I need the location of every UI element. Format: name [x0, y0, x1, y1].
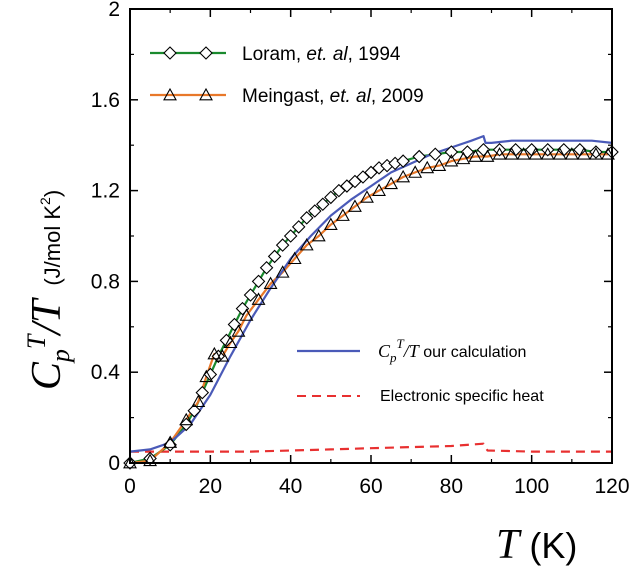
legend-meingast-marker: [150, 87, 226, 101]
series-1-point: [492, 147, 507, 160]
series-1-point: [480, 149, 495, 162]
legend-loram-label: Loram, et. al, 1994: [242, 44, 401, 65]
y-axis-title: CpT/T(J/mol K2): [22, 190, 75, 390]
legend-meingast-label: Meingast, et. al, 2009: [242, 86, 424, 107]
series-1-point: [287, 251, 302, 265]
legend-loram-marker: [150, 46, 226, 60]
y-tick-label: 1.2: [91, 180, 120, 203]
series-0-point: [243, 288, 258, 302]
series-0-point: [235, 301, 250, 316]
series-line-3: [130, 442, 612, 453]
series-1-point: [223, 335, 238, 349]
series-0-point: [267, 249, 282, 264]
x-tick-label: 0: [124, 475, 136, 498]
series-0-point: [251, 274, 266, 289]
x-tick-label: 120: [594, 475, 629, 498]
series-0-point: [307, 204, 322, 218]
series-0-point: [412, 149, 426, 164]
x-tick-label: 20: [199, 475, 222, 498]
series-0-point: [283, 229, 298, 243]
legend-top: Loram, et. al, 1994 Meingast, et. al, 20…: [150, 44, 424, 107]
series-1-point: [143, 453, 158, 467]
series-1-point: [528, 147, 543, 160]
legend-calc-label: CpT/T our calculation: [378, 336, 526, 365]
legend-meingast-point: [199, 87, 213, 101]
series-1-point: [588, 147, 603, 160]
y-tick-label: 1.6: [91, 89, 120, 112]
series-1-point: [207, 346, 222, 360]
series-1-point: [360, 190, 374, 203]
plot-lines: [129, 135, 613, 465]
series-1-point: [576, 147, 591, 160]
series-1-point: [420, 160, 435, 174]
legend-loram-point: [199, 46, 213, 60]
legend-bottom: CpT/T our calculation Electronic specifi…: [297, 336, 544, 405]
legend-electronic-label: Electronic specific heat: [380, 388, 544, 405]
series-1-point: [444, 153, 459, 167]
legend-meingast-point: [163, 87, 177, 101]
series-0-point: [187, 404, 202, 418]
series-1-point: [335, 208, 350, 221]
series-1-point: [384, 176, 399, 190]
series-1-point: [347, 199, 362, 212]
series-1-point: [564, 147, 579, 160]
series-0-point: [476, 142, 491, 157]
series-line-1: [129, 153, 608, 465]
series-1-point: [215, 349, 230, 362]
series-1-point: [251, 292, 266, 305]
series-1-point: [163, 435, 178, 448]
x-tick-label: 80: [440, 475, 463, 498]
series-1-point: [263, 276, 278, 290]
series-0-point: [275, 238, 290, 252]
x-tick-label: 60: [359, 475, 382, 498]
series-1-point: [540, 147, 555, 160]
series-1-point: [396, 169, 411, 183]
series-1-point: [299, 237, 314, 251]
legend-loram-point: [163, 46, 177, 60]
x-tick-label: 40: [279, 475, 302, 498]
series-0-point: [396, 154, 410, 168]
series-1-point: [191, 394, 206, 408]
series-line-2: [129, 135, 613, 453]
series-1-point: [432, 158, 447, 171]
series-1-point: [323, 217, 338, 230]
series-0-point: [143, 451, 157, 466]
series-0-point: [299, 211, 314, 225]
series-1-point: [552, 147, 567, 160]
axis-ticks: 0 20 40 60 80 100 120 0 0.4 0.8 1.2 1.6 2: [91, 0, 630, 498]
y-tick-label: 0.8: [91, 270, 120, 293]
series-0-point: [324, 190, 338, 205]
series-1-point: [239, 308, 254, 321]
x-tick-label: 100: [514, 475, 549, 498]
series-1-point: [231, 324, 246, 337]
series-0-point: [195, 385, 210, 400]
series-line-0: [129, 148, 612, 465]
series-1-point: [516, 147, 531, 160]
series-1-point: [275, 265, 290, 278]
x-axis-title: T (K): [496, 522, 577, 568]
series-0-point: [259, 261, 274, 275]
series-0-point: [589, 145, 603, 159]
series-0-point: [428, 147, 443, 162]
y-tick-label: 0: [108, 452, 120, 475]
svg-text:CpT/T(J/mol K2): CpT/T(J/mol K2): [22, 190, 75, 390]
series-0-point: [291, 220, 306, 234]
series-1-point: [372, 183, 386, 196]
plot-markers: [123, 142, 619, 470]
series-0-point: [444, 145, 459, 159]
series-0-point: [316, 197, 330, 211]
series-1-point: [311, 228, 326, 242]
y-tick-label: 2: [108, 0, 120, 21]
series-1-point: [468, 149, 483, 162]
series-1-point: [601, 147, 615, 160]
series-1-point: [199, 369, 214, 383]
y-tick-label: 0.4: [91, 361, 121, 384]
series-1-point: [179, 412, 194, 426]
series-1-point: [408, 165, 423, 178]
series-1-point: [456, 151, 471, 165]
series-1-point: [504, 147, 519, 160]
